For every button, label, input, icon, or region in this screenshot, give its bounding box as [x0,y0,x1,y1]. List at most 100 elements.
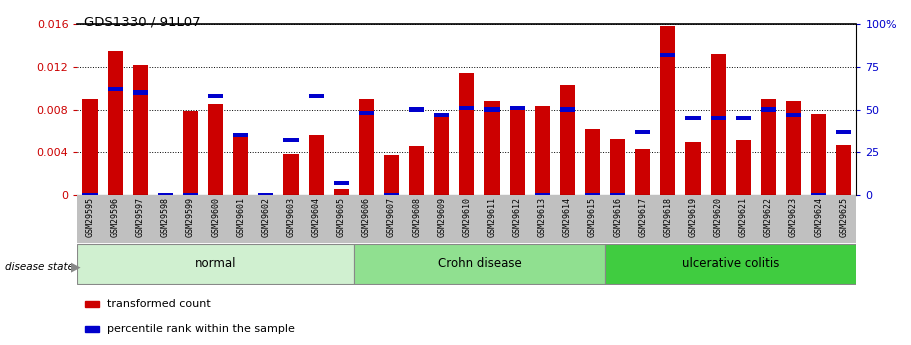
Text: GSM29621: GSM29621 [739,197,748,237]
Text: GSM29602: GSM29602 [261,197,271,237]
Bar [459,73,475,195]
Bar [685,141,701,195]
Bar [685,116,701,120]
Bar [435,115,449,195]
Text: GSM29599: GSM29599 [186,197,195,237]
Bar [133,90,148,95]
Bar [77,244,353,284]
Text: GDS1330 / 91L07: GDS1330 / 91L07 [84,16,200,29]
Bar [333,188,349,195]
Bar [183,111,198,195]
Text: percentile rank within the sample: percentile rank within the sample [107,324,295,334]
Bar [736,116,751,120]
Bar [560,85,575,195]
Bar [384,156,399,195]
Text: GSM29611: GSM29611 [487,197,496,237]
Bar [309,94,323,98]
Bar [86,300,99,307]
Bar [459,106,475,110]
Bar [786,112,801,117]
Bar [233,133,249,137]
Bar [435,112,449,117]
Text: GSM29597: GSM29597 [136,197,145,237]
Text: GSM29614: GSM29614 [563,197,572,237]
Bar [660,53,675,57]
Bar [811,193,826,197]
Bar [761,107,776,112]
Bar [560,107,575,112]
Text: GSM29623: GSM29623 [789,197,798,237]
Bar [283,154,299,195]
Text: GSM29596: GSM29596 [110,197,119,237]
Bar [605,244,856,284]
Text: GSM29607: GSM29607 [387,197,396,237]
Bar [485,107,499,112]
Bar [233,135,249,195]
Bar [761,99,776,195]
Bar [107,87,123,91]
Bar [836,130,851,134]
Bar [736,140,751,195]
Bar [485,101,499,195]
Bar [610,139,625,195]
Text: GSM29603: GSM29603 [286,197,295,237]
Bar [83,193,97,197]
Text: GSM29618: GSM29618 [663,197,672,237]
Text: GSM29625: GSM29625 [839,197,848,237]
Text: normal: normal [195,257,236,269]
Bar [585,193,600,197]
Bar [811,114,826,195]
Text: ulcerative colitis: ulcerative colitis [682,257,780,269]
Text: GSM29606: GSM29606 [362,197,371,237]
Bar [836,145,851,195]
Bar [259,193,273,197]
Bar [535,106,550,195]
Bar [635,130,650,134]
Bar [359,99,374,195]
Text: GSM29609: GSM29609 [437,197,446,237]
Text: GSM29617: GSM29617 [639,197,648,237]
Bar [635,149,650,195]
Text: GSM29612: GSM29612 [513,197,522,237]
Bar [353,244,605,284]
Text: GSM29605: GSM29605 [337,197,346,237]
Text: transformed count: transformed count [107,299,210,309]
Text: GSM29608: GSM29608 [412,197,421,237]
Bar [409,146,425,195]
Text: GSM29615: GSM29615 [588,197,597,237]
Bar [509,106,525,110]
Bar [107,51,123,195]
Bar [133,65,148,195]
Bar [359,111,374,115]
Text: GSM29616: GSM29616 [613,197,622,237]
Text: GSM29601: GSM29601 [236,197,245,237]
Bar [208,94,223,98]
Bar [158,193,173,197]
Bar [183,193,198,197]
Bar [610,193,625,197]
Bar [585,129,600,195]
Bar [309,135,323,195]
Bar [660,26,675,195]
Bar [711,116,726,120]
Text: GSM29619: GSM29619 [689,197,698,237]
Text: disease state: disease state [5,263,74,272]
Bar [535,193,550,197]
Text: GSM29613: GSM29613 [537,197,547,237]
Text: GSM29620: GSM29620 [713,197,722,237]
Bar [86,326,99,333]
Text: GSM29600: GSM29600 [211,197,220,237]
Text: GSM29604: GSM29604 [312,197,321,237]
Bar [509,106,525,195]
Text: Crohn disease: Crohn disease [437,257,521,269]
Text: GSM29610: GSM29610 [463,197,471,237]
Bar [333,181,349,185]
Bar [283,138,299,142]
Text: GSM29622: GSM29622 [764,197,773,237]
Bar [384,193,399,197]
Text: GSM29595: GSM29595 [86,197,95,237]
Text: ▶: ▶ [71,261,81,274]
Text: GSM29624: GSM29624 [814,197,824,237]
Bar [786,101,801,195]
Text: GSM29598: GSM29598 [161,197,169,237]
